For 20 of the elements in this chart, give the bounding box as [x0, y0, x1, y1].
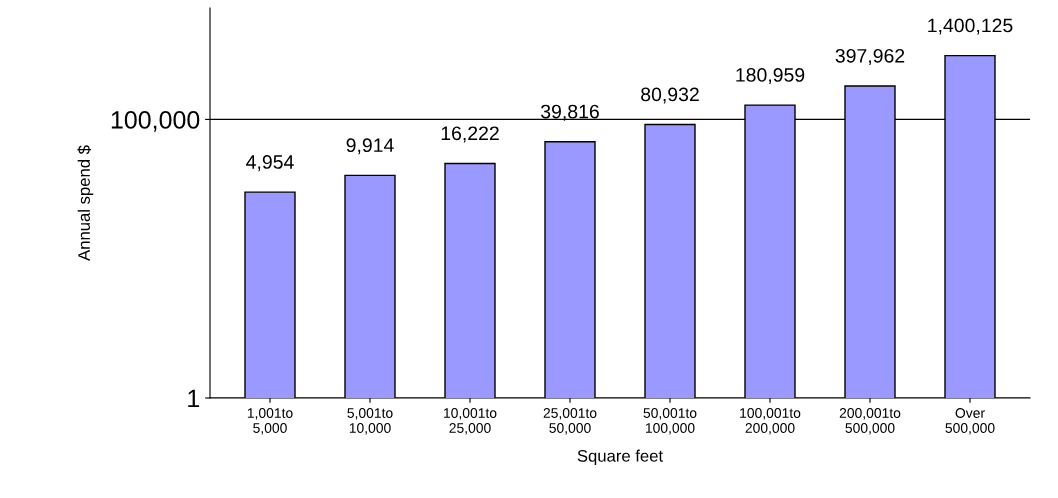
x-tick-label: 200,001to 500,000: [839, 408, 901, 435]
data-label: 16,222: [441, 126, 499, 143]
y-tick-label: 1: [188, 389, 200, 408]
data-label: 4,954: [246, 155, 294, 172]
data-label: 39,816: [541, 104, 599, 121]
x-tick-label: 25,001to 50,000: [543, 408, 597, 435]
x-tick-label: 50,001to 100,000: [643, 408, 697, 435]
x-tick-label: 1,001to 5,000: [247, 408, 293, 435]
y-axis-title: Annual spend $: [77, 145, 94, 261]
x-tick-label: Over 500,000: [945, 408, 995, 435]
x-tick-label: 5,001to 10,000: [347, 408, 393, 435]
data-label: 397,962: [835, 48, 905, 66]
x-tick-label: 10,001to 25,000: [444, 408, 497, 435]
data-label: 1,400,125: [928, 18, 1013, 35]
x-tick-label: 100,001to 200,000: [740, 408, 801, 435]
y-tick-label: 100,000: [111, 111, 200, 132]
data-label: 180,959: [736, 68, 805, 85]
data-label: 9,914: [346, 138, 394, 155]
x-axis-title: Square feet: [577, 449, 663, 466]
data-label: 80,932: [641, 87, 699, 104]
